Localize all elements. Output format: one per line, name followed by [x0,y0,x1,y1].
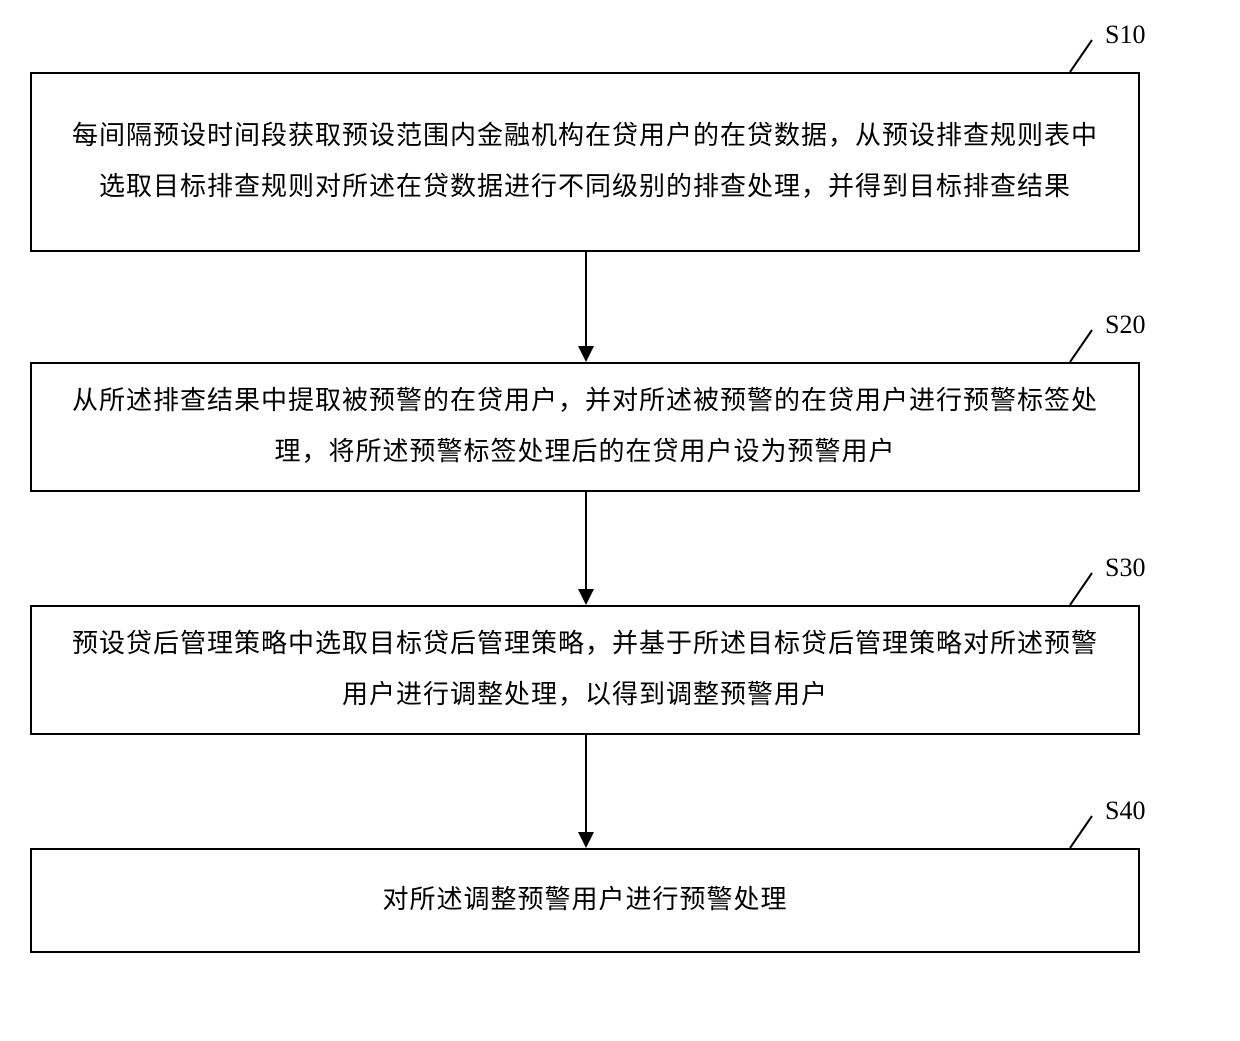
step-label-s10: S10 [1105,20,1145,50]
step-box-s10: 每间隔预设时间段获取预设范围内金融机构在贷用户的在贷数据，从预设排查规则表中选取… [30,72,1140,252]
arrow-s10-s20 [585,252,587,346]
step-box-s30: 预设贷后管理策略中选取目标贷后管理策略，并基于所述目标贷后管理策略对所述预警用户… [30,605,1140,735]
step-label-s40: S40 [1105,796,1145,826]
step-label-s20: S20 [1105,310,1145,340]
arrow-head-s10-s20 [578,346,594,362]
step-text-s40: 对所述调整预警用户进行预警处理 [382,875,787,926]
step-text-s20: 从所述排查结果中提取被预警的在贷用户，并对所述被预警的在贷用户进行预警标签处理，… [62,376,1108,477]
arrow-head-s30-s40 [578,832,594,848]
step-text-s30: 预设贷后管理策略中选取目标贷后管理策略，并基于所述目标贷后管理策略对所述预警用户… [62,619,1108,720]
step-text-s10: 每间隔预设时间段获取预设范围内金融机构在贷用户的在贷数据，从预设排查规则表中选取… [62,111,1108,212]
step-label-s30: S30 [1105,553,1145,583]
arrow-head-s20-s30 [578,589,594,605]
step-box-s40: 对所述调整预警用户进行预警处理 [30,848,1140,953]
flowchart-container: S10 每间隔预设时间段获取预设范围内金融机构在贷用户的在贷数据，从预设排查规则… [0,0,1240,1041]
arrow-s30-s40 [585,735,587,832]
arrow-s20-s30 [585,492,587,589]
step-box-s20: 从所述排查结果中提取被预警的在贷用户，并对所述被预警的在贷用户进行预警标签处理，… [30,362,1140,492]
